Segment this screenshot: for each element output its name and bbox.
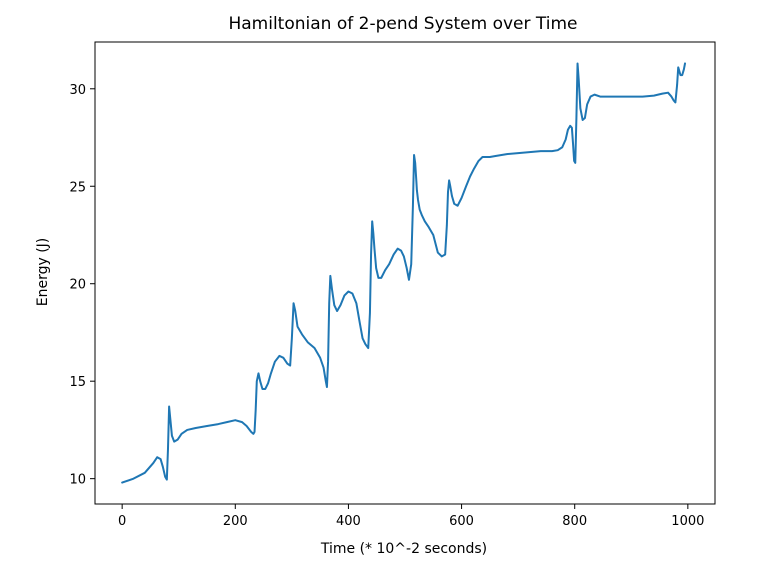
- x-axis: 0 200 400 600 800 1000: [118, 504, 704, 529]
- y-axis-label: Energy (J): [35, 238, 51, 307]
- chart-title: Hamiltonian of 2-pend System over Time: [228, 14, 577, 34]
- x-tick-label: 600: [449, 514, 474, 529]
- y-tick-label: 20: [69, 278, 86, 293]
- x-tick-label: 1000: [671, 514, 704, 529]
- y-axis: 10 15 20 25 30: [69, 83, 95, 488]
- plot-frame: [94, 41, 716, 505]
- x-tick-label: 0: [118, 514, 126, 529]
- y-tick-label: 30: [69, 83, 86, 98]
- x-axis-label: Time (* 10^-2 seconds): [320, 541, 487, 557]
- y-tick-label: 10: [69, 473, 86, 488]
- x-tick-label: 800: [562, 514, 587, 529]
- x-tick-label: 200: [223, 514, 248, 529]
- x-tick-label: 400: [336, 514, 361, 529]
- y-tick-label: 15: [69, 375, 86, 390]
- energy-series-line: [121, 62, 687, 484]
- y-tick-label: 25: [69, 180, 86, 195]
- plot-area: [94, 41, 716, 505]
